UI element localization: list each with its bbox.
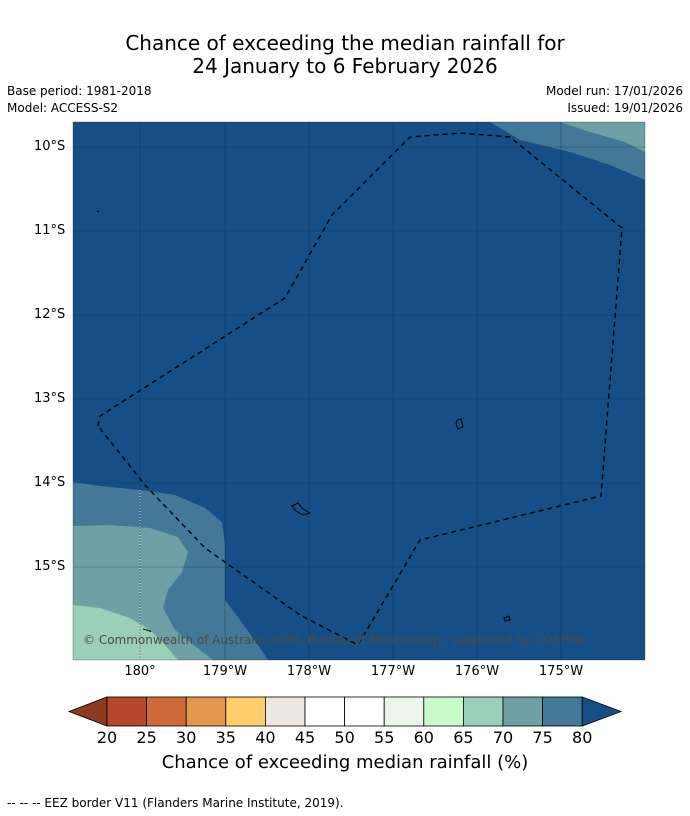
lon-label-178w: 178°W bbox=[286, 664, 332, 679]
colorbar-tick-label: 80 bbox=[572, 728, 593, 747]
island-south-west bbox=[142, 628, 152, 633]
colorbar-extend-low bbox=[67, 696, 108, 727]
fill-65-bottom-left bbox=[73, 605, 178, 660]
colorbar-segment bbox=[423, 696, 464, 727]
colorbar-segment bbox=[146, 696, 187, 727]
eez-legend-footer: -- -- -- EEZ border V11 (Flanders Marine… bbox=[7, 796, 344, 810]
lon-label-176w: 176°W bbox=[454, 664, 500, 679]
colorbar-segment bbox=[264, 696, 306, 727]
colorbar-segment bbox=[304, 696, 345, 727]
lon-label-177w: 177°W bbox=[370, 664, 416, 679]
colorbar-segment bbox=[502, 696, 543, 727]
colorbar-segment bbox=[344, 696, 385, 727]
lat-label-14s: 14°S bbox=[34, 475, 66, 490]
meta-left: Base period: 1981-2018 Model: ACCESS-S2 bbox=[7, 83, 152, 117]
colorbar-extend-high bbox=[581, 696, 623, 727]
model-run-label: Model run: 17/01/2026 bbox=[545, 84, 683, 98]
colorbar-segment bbox=[383, 696, 425, 727]
colorbar-tick-label: 65 bbox=[453, 728, 474, 747]
lon-label-179w: 179°W bbox=[202, 664, 248, 679]
islands bbox=[96, 210, 511, 633]
lon-label-175w: 175°W bbox=[538, 664, 584, 679]
colorbar-tick-label: 70 bbox=[492, 728, 514, 747]
map-title-line1: Chance of exceeding the median rainfall … bbox=[125, 31, 565, 55]
colorbar bbox=[67, 696, 623, 727]
colorbar-tick-label: 30 bbox=[176, 728, 197, 747]
fill-70-top-right bbox=[560, 122, 645, 152]
colorbar-segment bbox=[542, 696, 583, 727]
colorbar-segment bbox=[185, 696, 227, 727]
map-title-line2: 24 January to 6 February 2026 bbox=[192, 54, 498, 78]
eez-border bbox=[97, 132, 623, 646]
lat-label-15s: 15°S bbox=[34, 559, 66, 574]
colorbar-tick-label: 60 bbox=[413, 728, 434, 747]
colorbar-tick-label: 40 bbox=[255, 728, 276, 747]
meta-right: Model run: 17/01/2026 Issued: 19/01/2026 bbox=[546, 83, 683, 117]
colorbar-tick-label: 55 bbox=[374, 728, 395, 747]
lat-label-11s: 11°S bbox=[34, 223, 66, 238]
island-south-east bbox=[503, 615, 511, 622]
colorbar-tick-label: 50 bbox=[334, 728, 355, 747]
lon-label-180: 180° bbox=[124, 664, 156, 679]
map-frame bbox=[72, 121, 646, 661]
base-period-label: Base period: 1981-2018 bbox=[7, 84, 152, 98]
colorbar-tick-label: 20 bbox=[96, 728, 118, 747]
colorbar-segment bbox=[462, 696, 504, 727]
colorbar-segment bbox=[106, 696, 147, 727]
lat-label-12s: 12°S bbox=[34, 307, 66, 322]
map-area bbox=[73, 122, 645, 660]
colorbar-tick-label: 35 bbox=[215, 728, 236, 747]
island-west-group bbox=[291, 502, 312, 516]
island-north-dot bbox=[96, 210, 100, 213]
lat-label-13s: 13°S bbox=[34, 391, 66, 406]
lat-label-10s: 10°S bbox=[34, 139, 66, 154]
gridlines bbox=[73, 122, 645, 660]
model-label: Model: ACCESS-S2 bbox=[7, 101, 119, 115]
colorbar-tick-label: 25 bbox=[136, 728, 157, 747]
issued-label: Issued: 19/01/2026 bbox=[567, 101, 683, 115]
colorbar-title: Chance of exceeding median rainfall (%) bbox=[161, 752, 529, 773]
colorbar-tick-label: 75 bbox=[532, 728, 553, 747]
copyright-notice: © Commonwealth of Australia 2026, Bureau… bbox=[83, 633, 589, 647]
colorbar-tick-label: 45 bbox=[294, 728, 316, 747]
island-central bbox=[455, 418, 464, 430]
colorbar-segment bbox=[225, 696, 266, 727]
